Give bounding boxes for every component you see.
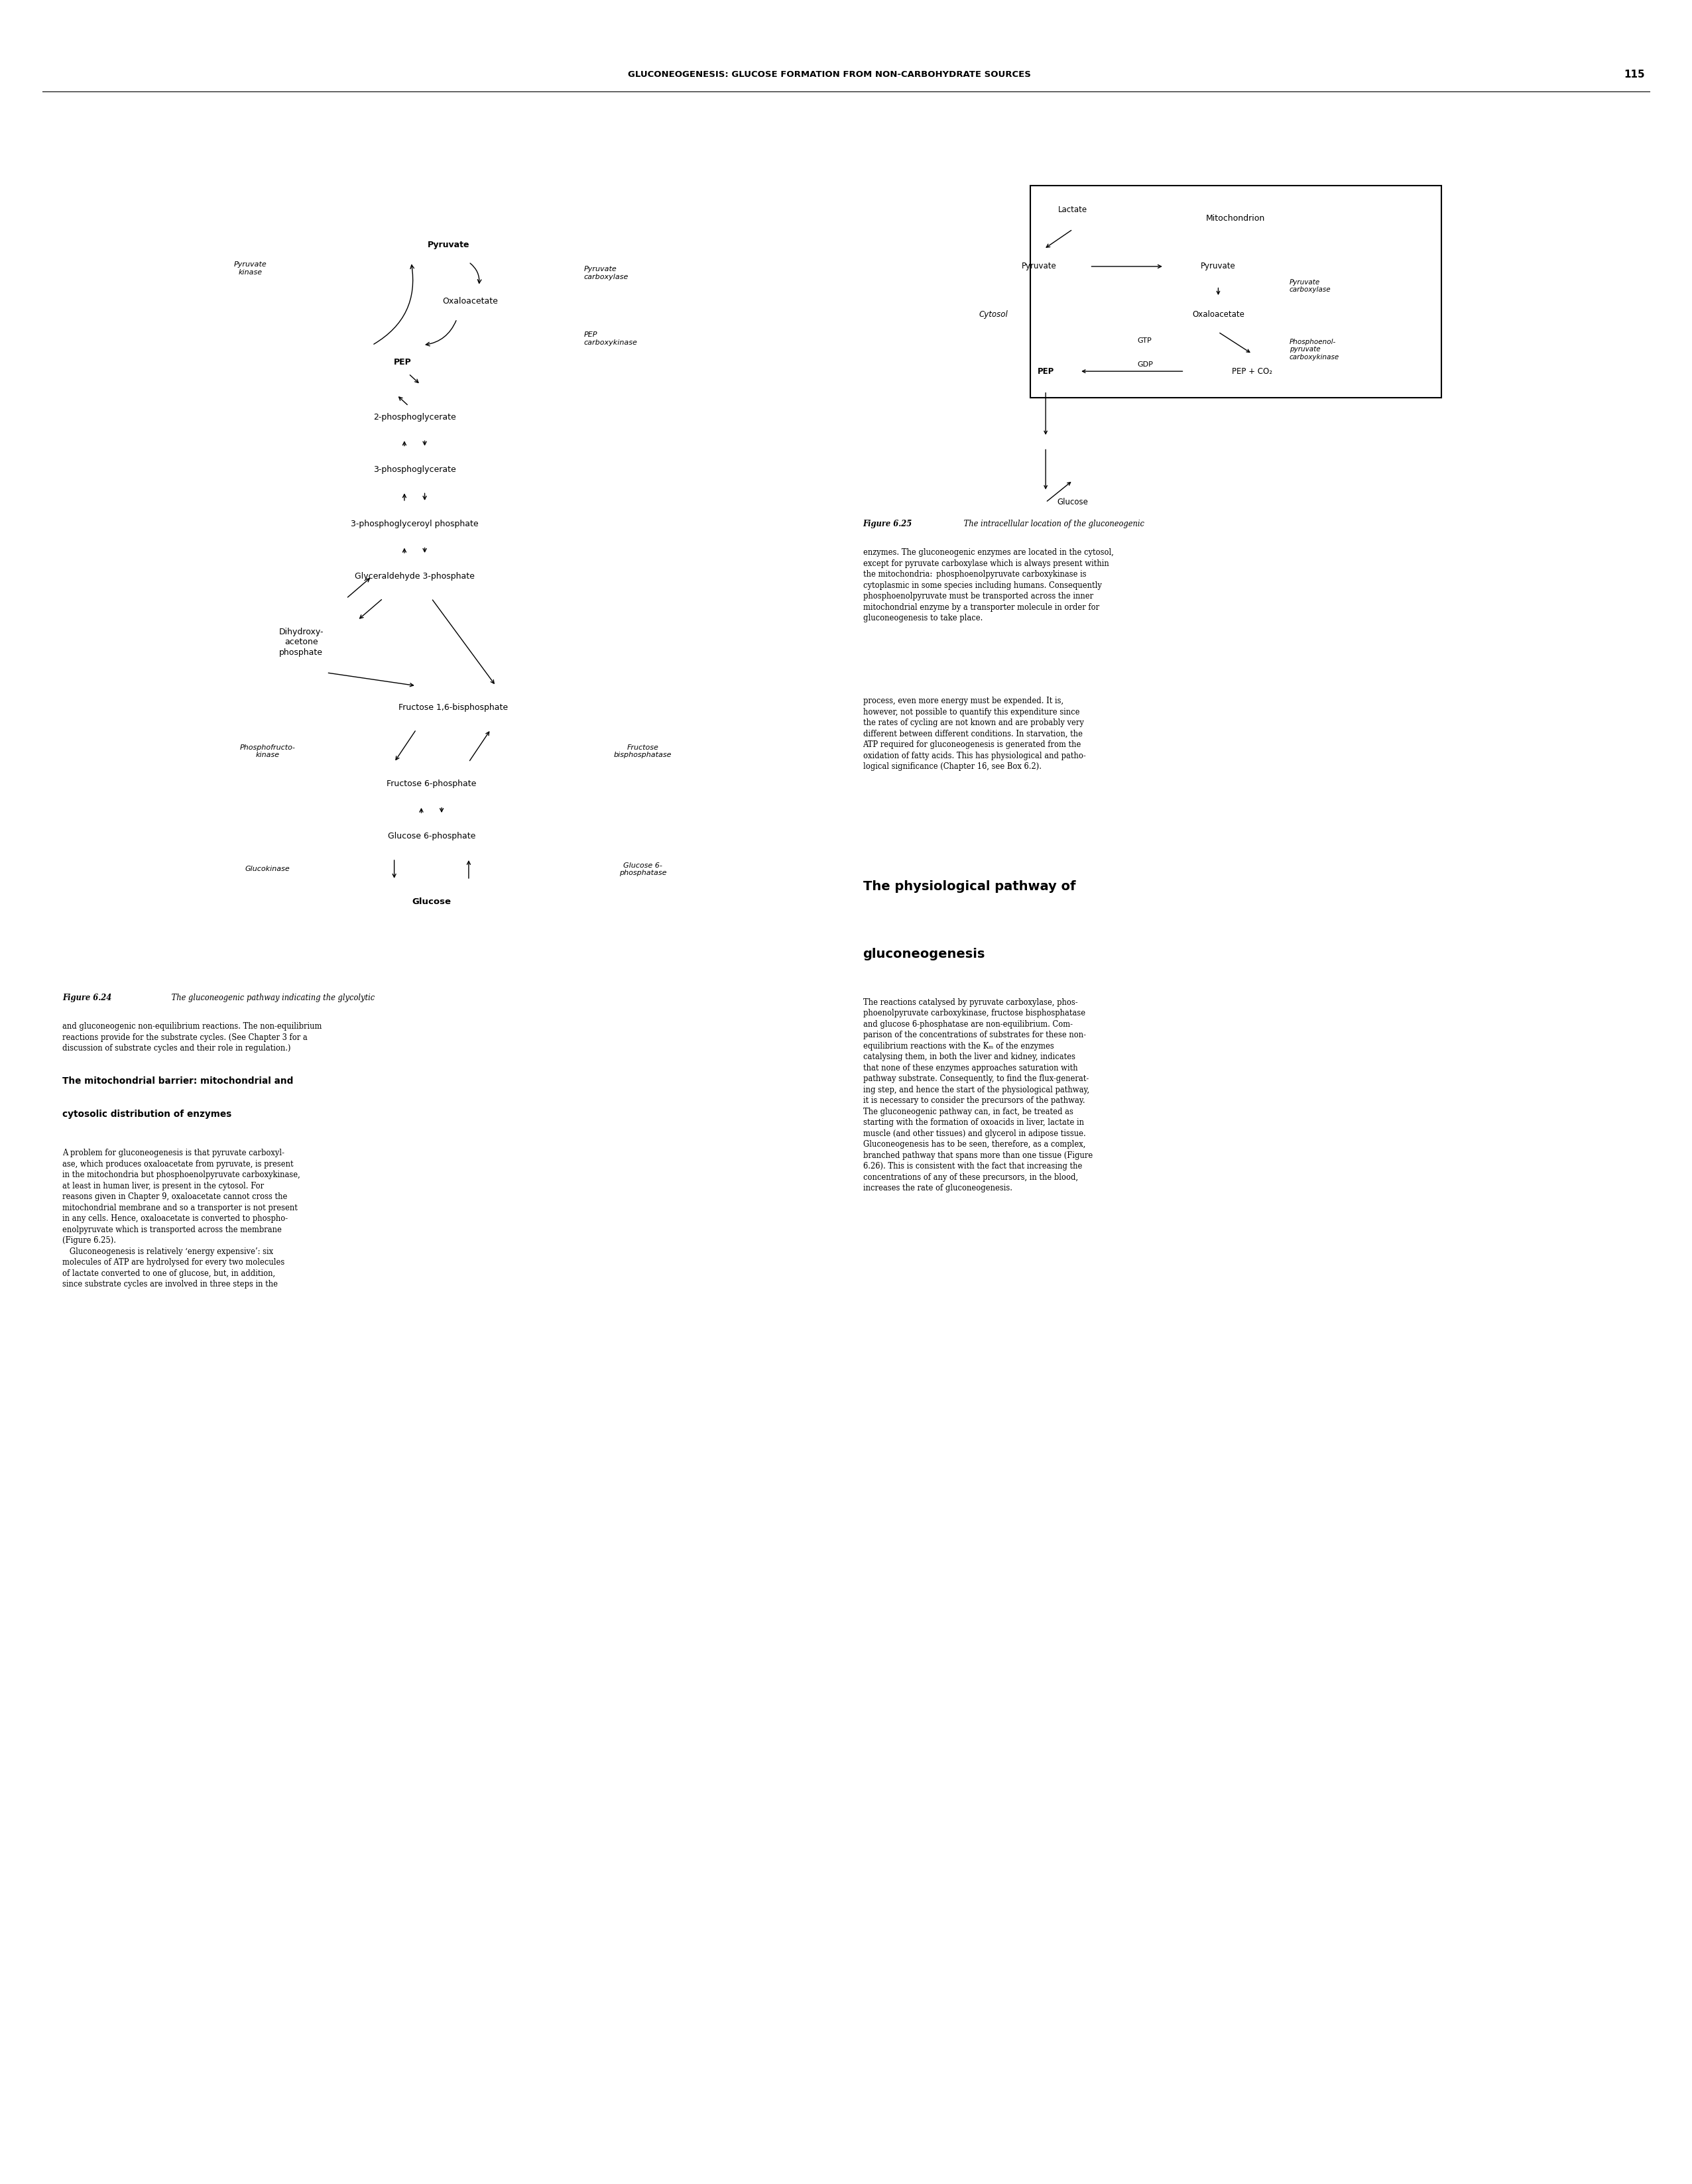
Text: Lactate: Lactate (1058, 205, 1088, 214)
Text: Glucose 6-phosphate: Glucose 6-phosphate (387, 832, 475, 841)
Text: Glucose 6-
phosphatase: Glucose 6- phosphatase (619, 863, 667, 876)
Text: Pyruvate
carboxylase: Pyruvate carboxylase (584, 266, 628, 280)
Text: GLUCONEOGENESIS: GLUCOSE FORMATION FROM NON-CARBOHYDRATE SOURCES: GLUCONEOGENESIS: GLUCOSE FORMATION FROM … (628, 70, 1030, 79)
Text: Pyruvate
kinase: Pyruvate kinase (233, 262, 267, 275)
Text: Dihydroxy-
acetone
phosphate: Dihydroxy- acetone phosphate (279, 627, 323, 657)
Text: GTP: GTP (1137, 336, 1152, 345)
Text: enzymes. The gluconeogenic enzymes are located in the cytosol,
except for pyruva: enzymes. The gluconeogenic enzymes are l… (863, 548, 1113, 622)
FancyArrowPatch shape (374, 264, 415, 345)
FancyArrowPatch shape (426, 321, 457, 345)
Text: 115: 115 (1624, 70, 1645, 79)
Text: Glucose: Glucose (1058, 498, 1088, 507)
Text: Mitochondrion: Mitochondrion (1206, 214, 1264, 223)
Text: Fructose
bisphosphatase: Fructose bisphosphatase (614, 745, 672, 758)
Text: Pyruvate: Pyruvate (1201, 262, 1235, 271)
Text: Phosphoenol-
pyruvate
carboxykinase: Phosphoenol- pyruvate carboxykinase (1289, 339, 1338, 360)
Text: Cytosol: Cytosol (978, 310, 1008, 319)
Text: Figure 6.25: Figure 6.25 (863, 520, 912, 529)
Text: PEP + CO₂: PEP + CO₂ (1232, 367, 1272, 376)
Text: A problem for gluconeogenesis is that pyruvate carboxyl-
ase, which produces oxa: A problem for gluconeogenesis is that py… (63, 1149, 301, 1289)
Text: cytosolic distribution of enzymes: cytosolic distribution of enzymes (63, 1109, 232, 1118)
Text: and gluconeogenic non-equilibrium reactions. The non-equilibrium
reactions provi: and gluconeogenic non-equilibrium reacti… (63, 1022, 321, 1053)
Text: Figure 6.24: Figure 6.24 (63, 994, 112, 1002)
Text: PEP: PEP (394, 358, 411, 367)
Text: Phosphofructo-
kinase: Phosphofructo- kinase (240, 745, 294, 758)
FancyBboxPatch shape (1030, 186, 1442, 397)
Text: PEP
carboxykinase: PEP carboxykinase (584, 332, 638, 345)
Text: Pyruvate: Pyruvate (1022, 262, 1056, 271)
Text: The gluconeogenic pathway indicating the glycolytic: The gluconeogenic pathway indicating the… (169, 994, 376, 1002)
Text: The physiological pathway of: The physiological pathway of (863, 880, 1076, 893)
Text: 2-phosphoglycerate: 2-phosphoglycerate (374, 413, 455, 422)
Text: Glucose: Glucose (411, 898, 452, 906)
Text: 3-phosphoglyceroyl phosphate: 3-phosphoglyceroyl phosphate (350, 520, 479, 529)
Text: The reactions catalysed by pyruvate carboxylase, phos-
phoenolpyruvate carboxyki: The reactions catalysed by pyruvate carb… (863, 998, 1093, 1192)
Text: Pyruvate
carboxylase: Pyruvate carboxylase (1289, 280, 1332, 293)
Text: PEP: PEP (1037, 367, 1054, 376)
FancyArrowPatch shape (470, 264, 481, 284)
Text: Pyruvate: Pyruvate (428, 240, 469, 249)
Text: Fructose 1,6-bisphosphate: Fructose 1,6-bisphosphate (399, 703, 508, 712)
Text: process, even more energy must be expended. It is,
however, not possible to quan: process, even more energy must be expend… (863, 697, 1086, 771)
Text: Oxaloacetate: Oxaloacetate (443, 297, 497, 306)
Text: gluconeogenesis: gluconeogenesis (863, 948, 985, 961)
Text: Glyceraldehyde 3-phosphate: Glyceraldehyde 3-phosphate (355, 572, 474, 581)
Text: Glucokinase: Glucokinase (245, 865, 289, 874)
Text: The intracellular location of the gluconeogenic: The intracellular location of the glucon… (961, 520, 1144, 529)
Text: Oxaloacetate: Oxaloacetate (1193, 310, 1244, 319)
Text: The mitochondrial barrier: mitochondrial and: The mitochondrial barrier: mitochondrial… (63, 1077, 294, 1085)
Text: 3-phosphoglycerate: 3-phosphoglycerate (374, 465, 455, 474)
Text: GDP: GDP (1137, 360, 1152, 369)
Text: Fructose 6-phosphate: Fructose 6-phosphate (386, 780, 477, 788)
